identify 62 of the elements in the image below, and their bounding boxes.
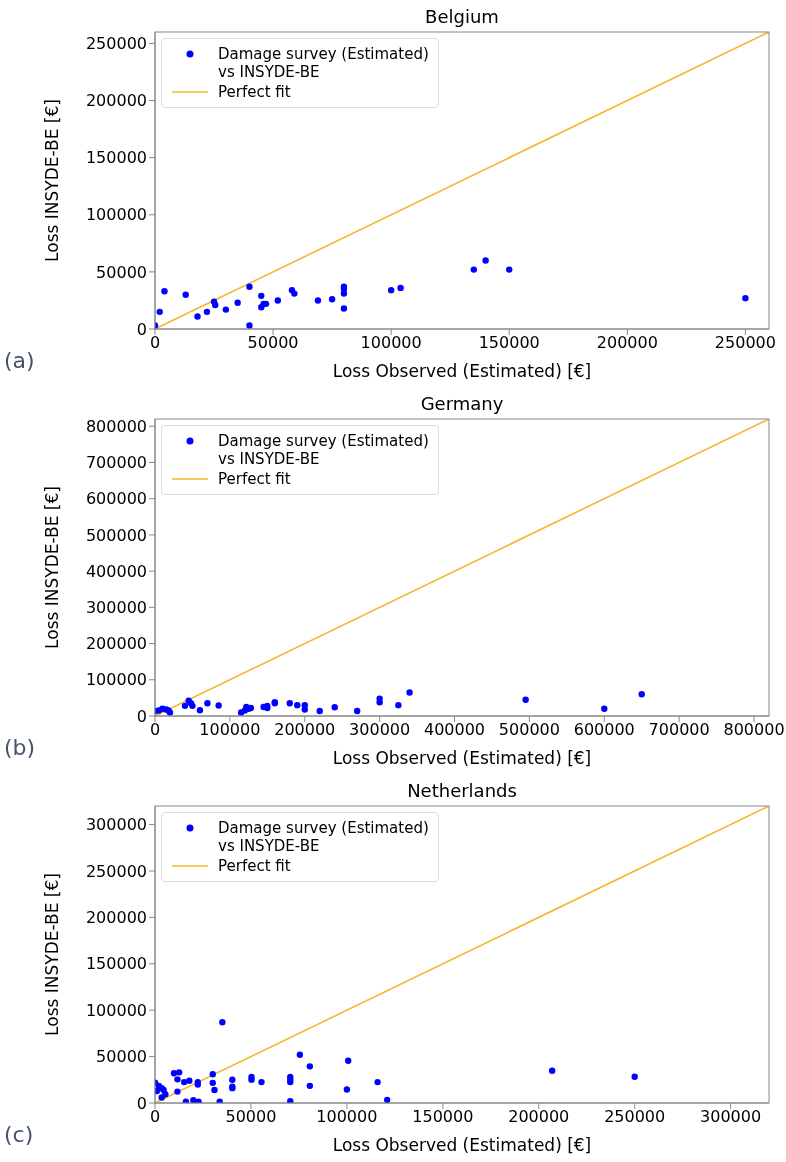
text: (c) xyxy=(4,1122,34,1147)
x-tick-label: 50000 xyxy=(225,1107,277,1127)
x-axis-title: Loss Observed (Estimated) [€] xyxy=(332,748,592,768)
x-axis-title: Loss Observed (Estimated) [€] xyxy=(332,1135,592,1155)
legend-label: Damage survey (Estimated) vs INSYDE-BE xyxy=(218,45,429,81)
x-tick-label: 100000 xyxy=(360,333,422,353)
y-tick-label: 100000 xyxy=(85,1000,147,1020)
x-tick-label: 100000 xyxy=(316,1107,378,1127)
x-tick-label: 50000 xyxy=(247,333,299,353)
y-tick-label: 50000 xyxy=(96,262,147,282)
y-axis-title: Loss INSYDE-BE [€] xyxy=(42,99,62,262)
legend-label: Damage survey (Estimated) vs INSYDE-BE xyxy=(218,819,429,855)
x-axis-title: Loss Observed (Estimated) [€] xyxy=(332,361,592,381)
x-tick-label: 600000 xyxy=(573,720,635,740)
x-tick-label: 0 xyxy=(149,333,161,353)
y-tick-label: 250000 xyxy=(85,34,147,54)
x-tick-label: 800000 xyxy=(723,720,785,740)
x-tick-label: 0 xyxy=(149,1107,161,1127)
x-tick-label: 400000 xyxy=(423,720,486,740)
x-tick-label: 200000 xyxy=(274,720,336,740)
x-tick-label: 300000 xyxy=(349,720,411,740)
legend-label: Perfect fit xyxy=(218,470,291,488)
y-tick-label: 0 xyxy=(136,319,147,339)
legend-label: Perfect fit xyxy=(218,83,291,101)
chart-title: Belgium xyxy=(424,6,500,27)
x-tick-label: 150000 xyxy=(478,333,540,353)
y-tick-label: 800000 xyxy=(85,416,147,436)
chart-title: Netherlands xyxy=(406,780,518,801)
x-tick-label: 200000 xyxy=(596,333,658,353)
y-tick-label: 0 xyxy=(136,1093,147,1113)
y-tick-label: 700000 xyxy=(85,453,147,473)
y-axis-title: Loss INSYDE-BE [€] xyxy=(42,486,62,649)
y-tick-label: 0 xyxy=(136,706,147,726)
x-tick-label: 300000 xyxy=(700,1107,762,1127)
text: (b) xyxy=(4,735,36,760)
y-tick-label: 200000 xyxy=(85,91,147,111)
y-axis-title: Loss INSYDE-BE [€] xyxy=(42,873,62,1036)
x-tick-label: 700000 xyxy=(648,720,710,740)
x-tick-label: 0 xyxy=(149,720,161,740)
legend-label: Damage survey (Estimated) vs INSYDE-BE xyxy=(218,432,429,468)
y-tick-label: 150000 xyxy=(85,148,147,168)
y-tick-label: 600000 xyxy=(85,489,147,509)
y-tick-label: 50000 xyxy=(96,1047,147,1067)
text: (a) xyxy=(4,348,35,373)
x-tick-label: 250000 xyxy=(714,333,776,353)
y-tick-label: 200000 xyxy=(85,634,147,654)
y-tick-label: 400000 xyxy=(85,561,147,581)
x-tick-label: 150000 xyxy=(412,1107,474,1127)
y-tick-label: 200000 xyxy=(85,908,147,928)
chart-title: Germany xyxy=(419,393,505,414)
y-tick-label: 300000 xyxy=(85,815,147,835)
y-tick-label: 250000 xyxy=(85,861,147,881)
y-tick-label: 100000 xyxy=(85,205,147,225)
x-tick-label: 200000 xyxy=(508,1107,570,1127)
y-tick-label: 100000 xyxy=(85,670,147,690)
x-tick-label: 500000 xyxy=(498,720,560,740)
x-tick-label: 250000 xyxy=(604,1107,666,1127)
y-tick-label: 300000 xyxy=(85,598,147,618)
y-tick-label: 500000 xyxy=(85,525,147,545)
x-tick-label: 100000 xyxy=(199,720,261,740)
y-tick-label: 150000 xyxy=(85,954,147,974)
legend-label: Perfect fit xyxy=(218,857,291,875)
